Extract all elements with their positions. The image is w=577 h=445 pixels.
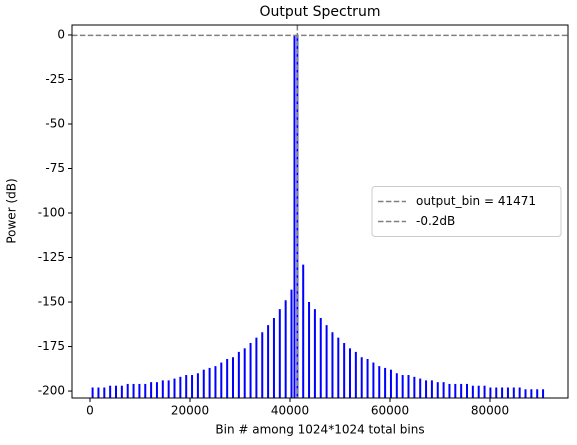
y-axis-label: Power (dB) — [5, 178, 19, 243]
x-tick-label: 80000 — [471, 404, 509, 418]
y-tick-label: -100 — [38, 206, 65, 220]
y-tick-label: -150 — [38, 295, 65, 309]
x-tick-label: 60000 — [371, 404, 409, 418]
axes-frame — [71, 24, 569, 399]
x-tick-label: 20000 — [171, 404, 209, 418]
y-tick-label: -50 — [45, 116, 65, 130]
legend-box — [371, 186, 562, 237]
y-tick-label: -25 — [45, 72, 65, 86]
plot-area — [72, 25, 568, 398]
x-tick-label: 40000 — [271, 404, 309, 418]
y-tick-label: -200 — [38, 384, 65, 398]
legend-label: -0.2dB — [416, 214, 455, 228]
x-tick-label: 0 — [86, 404, 94, 418]
y-tick-label: -175 — [38, 339, 65, 353]
y-tick-label: -125 — [38, 250, 65, 264]
x-axis-label: Bin # among 1024*1024 total bins — [215, 423, 424, 437]
y-tick-label: 0 — [57, 27, 65, 41]
chart-title: Output Spectrum — [260, 4, 381, 20]
legend-label: output_bin = 41471 — [416, 194, 536, 208]
y-tick-label: -75 — [45, 161, 65, 175]
